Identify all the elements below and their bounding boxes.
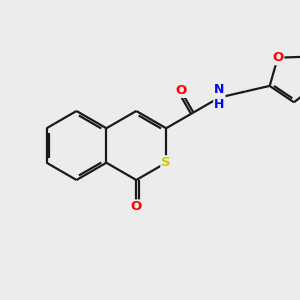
- Text: O: O: [175, 84, 186, 97]
- Text: O: O: [130, 200, 142, 214]
- Text: N
H: N H: [214, 83, 225, 112]
- Text: O: O: [272, 51, 284, 64]
- Text: S: S: [161, 156, 171, 169]
